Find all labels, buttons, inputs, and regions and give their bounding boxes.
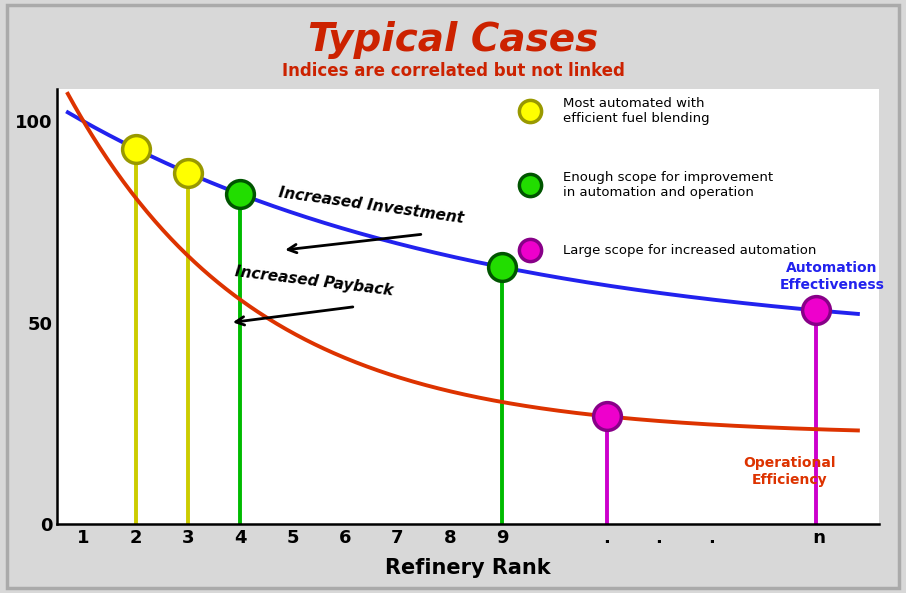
Text: Enough scope for improvement
in automation and operation: Enough scope for improvement in automati… <box>563 171 773 199</box>
Text: Increased Payback: Increased Payback <box>234 264 394 298</box>
Text: Most automated with
efficient fuel blending: Most automated with efficient fuel blend… <box>563 97 709 125</box>
Text: Large scope for increased automation: Large scope for increased automation <box>563 244 816 257</box>
Text: Increased Investment: Increased Investment <box>278 185 465 226</box>
Text: Indices are correlated but not linked: Indices are correlated but not linked <box>282 62 624 80</box>
Text: Typical Cases: Typical Cases <box>308 21 598 59</box>
Text: Automation
Effectiveness: Automation Effectiveness <box>779 262 884 292</box>
X-axis label: Refinery Rank: Refinery Rank <box>385 558 551 578</box>
Text: Operational
Efficiency: Operational Efficiency <box>744 457 836 487</box>
